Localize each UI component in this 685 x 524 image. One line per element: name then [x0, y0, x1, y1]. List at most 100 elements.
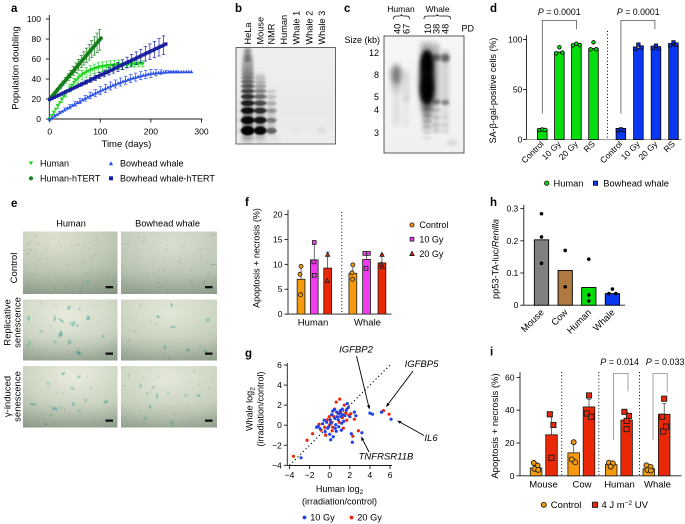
svg-text:Human: Human: [604, 480, 635, 491]
svg-text:Apoptosis + necrosis (%): Apoptosis + necrosis (%): [252, 208, 262, 308]
svg-text:5: 5: [374, 92, 379, 102]
svg-text:Population doubling: Population doubling: [11, 26, 22, 109]
svg-text:4: 4: [277, 380, 282, 390]
svg-text:6: 6: [388, 470, 393, 480]
svg-text:Whale: Whale: [425, 4, 449, 14]
svg-text:3: 3: [374, 128, 379, 138]
svg-text:Size (kb): Size (kb): [345, 35, 381, 45]
svg-text:4: 4: [368, 470, 373, 480]
svg-text:d: d: [490, 3, 497, 15]
svg-text:60: 60: [505, 372, 515, 382]
svg-text:40: 40: [505, 405, 515, 415]
svg-text:Replicative: Replicative: [3, 299, 14, 345]
svg-text:10: 10: [423, 24, 433, 34]
svg-text:Whale 3: Whale 3: [317, 11, 327, 45]
svg-text:f: f: [245, 197, 249, 209]
svg-text:0: 0: [327, 470, 332, 480]
svg-text:senescence: senescence: [13, 371, 24, 422]
svg-text:c: c: [344, 3, 351, 15]
svg-text:20: 20: [505, 438, 515, 448]
svg-text:−2: −2: [272, 440, 282, 450]
svg-text:Apoptosis + necrosis (%): Apoptosis + necrosis (%): [490, 373, 501, 478]
svg-text:−4: −4: [272, 460, 282, 470]
svg-text:senescence: senescence: [13, 297, 24, 348]
svg-text:0: 0: [518, 135, 523, 145]
svg-text:0: 0: [514, 300, 519, 310]
svg-text:20 Gy: 20 Gy: [357, 513, 382, 523]
svg-text:0: 0: [510, 471, 515, 481]
svg-text:P = 0.014: P = 0.014: [600, 357, 639, 367]
svg-text:15: 15: [273, 235, 283, 245]
svg-text:Whale: Whale: [354, 318, 381, 329]
svg-text:60: 60: [32, 54, 42, 64]
svg-text:NMR: NMR: [266, 23, 276, 44]
svg-text:10 Gy: 10 Gy: [419, 234, 444, 244]
svg-text:Human: Human: [554, 178, 584, 188]
svg-text:Whale 2: Whale 2: [304, 11, 314, 45]
svg-text:200: 200: [144, 126, 158, 136]
svg-text:0.3: 0.3: [506, 204, 518, 214]
svg-text:SA-β-gal-positive cells (%): SA-β-gal-positive cells (%): [488, 38, 498, 144]
svg-text:40: 40: [32, 74, 42, 84]
svg-text:300: 300: [194, 126, 208, 136]
svg-text:Whale 1: Whale 1: [291, 11, 301, 45]
svg-text:Control: Control: [419, 220, 448, 230]
svg-text:0: 0: [277, 420, 282, 430]
svg-text:−4: −4: [285, 470, 295, 480]
svg-text:Mouse: Mouse: [255, 17, 265, 45]
svg-text:Human: Human: [56, 219, 86, 229]
svg-text:0: 0: [47, 126, 52, 136]
svg-text:8: 8: [374, 70, 379, 80]
svg-text:Mouse: Mouse: [529, 480, 558, 491]
svg-text:Whale log2: Whale log2: [245, 387, 257, 431]
svg-text:PD: PD: [462, 24, 475, 34]
svg-text:6: 6: [277, 360, 282, 370]
svg-text:Human: Human: [279, 15, 289, 45]
svg-text:20: 20: [273, 210, 283, 220]
svg-text:IGFBP5: IGFBP5: [405, 359, 440, 370]
svg-text:P = 0.0001: P = 0.0001: [617, 7, 660, 17]
svg-text:Bowhead whale: Bowhead whale: [120, 159, 184, 169]
svg-text:Bowhead whale: Bowhead whale: [603, 178, 669, 188]
svg-text:20 Gy: 20 Gy: [419, 249, 444, 259]
svg-text:Bowhead whale: Bowhead whale: [135, 219, 200, 229]
svg-text:IGFBP2: IGFBP2: [339, 345, 374, 356]
svg-text:(irradiation/control): (irradiation/control): [302, 497, 377, 507]
svg-text:P = 0.033: P = 0.033: [646, 357, 685, 367]
svg-text:(irradiation/control): (irradiation/control): [256, 371, 266, 446]
svg-text:4: 4: [374, 105, 379, 115]
svg-text:h: h: [490, 197, 497, 209]
svg-text:38: 38: [432, 24, 442, 34]
svg-text:48: 48: [441, 24, 451, 34]
svg-text:40: 40: [392, 24, 402, 34]
svg-text:Human: Human: [298, 318, 329, 329]
svg-text:20: 20: [32, 94, 42, 104]
svg-text:0: 0: [278, 309, 283, 319]
svg-text:Human: Human: [40, 159, 69, 169]
svg-text:pp53-TA-luc/Renilla: pp53-TA-luc/Renilla: [491, 219, 501, 299]
svg-text:Bowhead whale-hTERT: Bowhead whale-hTERT: [120, 174, 215, 184]
svg-text:Human-hTERT: Human-hTERT: [40, 174, 101, 184]
svg-text:e: e: [11, 198, 17, 210]
svg-text:80: 80: [32, 34, 42, 44]
svg-text:100: 100: [27, 14, 41, 24]
svg-text:b: b: [235, 3, 242, 15]
svg-text:Time (days): Time (days): [102, 139, 152, 150]
svg-text:g: g: [245, 348, 252, 360]
svg-text:4 J m−2 UV: 4 J m−2 UV: [602, 500, 649, 511]
svg-text:Human: Human: [387, 4, 415, 14]
svg-text:−2: −2: [305, 470, 315, 480]
svg-text:0: 0: [36, 114, 41, 124]
svg-text:P = 0.0001: P = 0.0001: [538, 7, 581, 17]
svg-text:10 Gy: 10 Gy: [310, 513, 335, 523]
svg-text:0.1: 0.1: [506, 268, 518, 278]
svg-text:2: 2: [277, 400, 282, 410]
svg-text:i: i: [490, 347, 493, 359]
svg-text:Control: Control: [9, 253, 20, 284]
svg-text:5: 5: [278, 284, 283, 294]
svg-text:100: 100: [93, 126, 107, 136]
svg-text:a: a: [11, 3, 18, 15]
svg-text:HeLa: HeLa: [243, 22, 253, 45]
svg-text:Control: Control: [551, 500, 582, 511]
svg-text:50: 50: [513, 85, 523, 95]
